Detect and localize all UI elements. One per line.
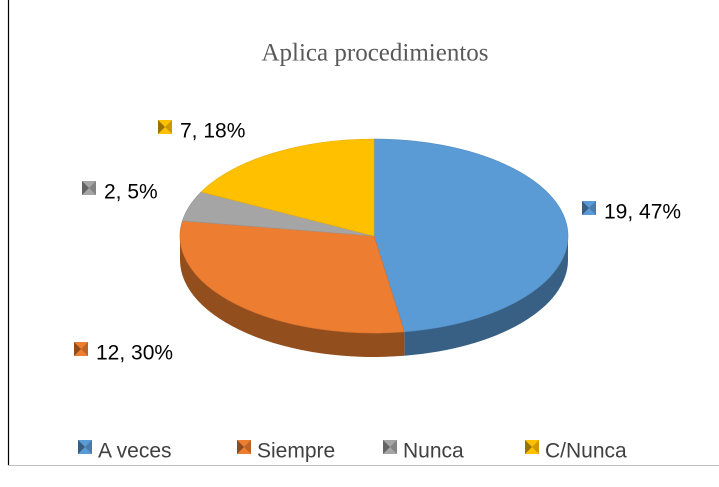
- data-label-marker: [74, 342, 88, 356]
- data-label: 12, 30%: [96, 342, 173, 365]
- legend-label: Nunca: [403, 440, 464, 463]
- data-label-marker-shade: [82, 181, 89, 195]
- data-label: 2, 5%: [104, 181, 158, 204]
- data-label-marker-shade: [89, 181, 96, 195]
- data-label: 7, 18%: [180, 120, 245, 143]
- data-label-marker: [582, 201, 596, 215]
- legend-marker-shade: [383, 440, 390, 454]
- data-label-marker: [158, 120, 172, 134]
- legend-marker-shade: [532, 440, 539, 454]
- slice-side: [180, 236, 405, 357]
- legend-label: Siempre: [257, 440, 335, 463]
- legend-label: A veces: [98, 440, 172, 463]
- legend-marker: [78, 440, 92, 454]
- legend-marker-shade: [237, 440, 244, 454]
- data-label: 19, 47%: [604, 201, 681, 224]
- data-label-marker-shade: [81, 342, 88, 356]
- data-label-marker-shade: [165, 120, 172, 134]
- data-label-marker-shade: [589, 201, 596, 215]
- slice-side: [404, 236, 568, 356]
- data-label-marker-shade: [582, 201, 589, 215]
- slice: [373, 138, 569, 333]
- legend-label: C/Nunca: [545, 440, 627, 463]
- legend-marker: [383, 440, 397, 454]
- legend-marker-shade: [244, 440, 251, 454]
- chart-title: Aplica procedimientos: [261, 40, 488, 67]
- legend-marker-shade: [78, 440, 85, 454]
- data-label-marker: [82, 181, 96, 195]
- data-label-marker-shade: [158, 120, 165, 134]
- slice: [200, 138, 375, 237]
- legend-marker-shade: [85, 440, 92, 454]
- legend-marker-shade: [390, 440, 397, 454]
- legend-marker: [525, 440, 539, 454]
- legend-marker: [237, 440, 251, 454]
- slice: [179, 220, 405, 334]
- data-label-marker-shade: [74, 342, 81, 356]
- legend-marker-shade: [525, 440, 532, 454]
